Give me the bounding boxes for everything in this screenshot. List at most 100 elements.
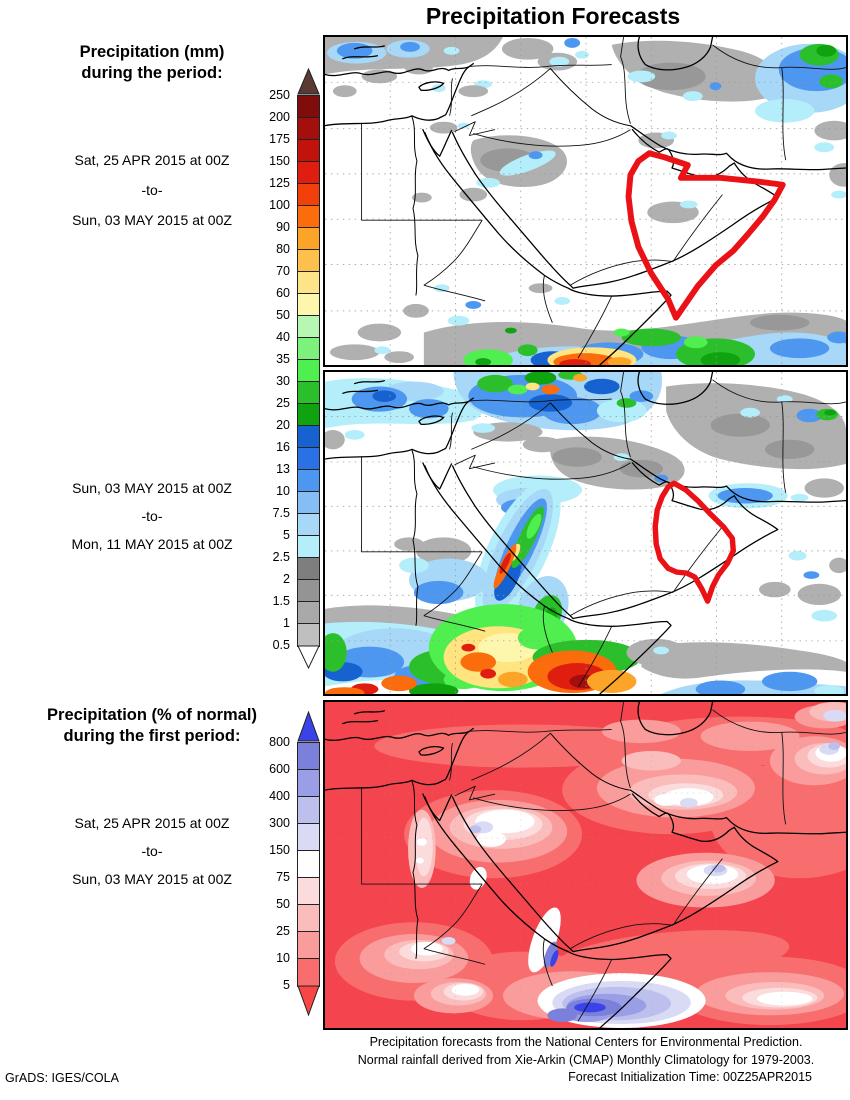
colorbar-mm-segment [298,580,319,602]
colorbar-mm-tick: 80 [276,242,290,256]
colorbar-mm-tick: 175 [269,132,290,146]
map-panel-period1-mm [323,35,848,367]
mm-heading-line1: Precipitation (mm) [79,43,225,61]
colorbar-percent-under-arrow [297,985,320,1016]
colorbar-mm-segment [298,558,319,580]
colorbar-percent-segment [298,959,319,986]
colorbar-mm-segment [298,602,319,624]
colorbar-mm-segment [298,448,319,470]
grads-credit: GrADS: IGES/COLA [5,1071,119,1085]
colorbar-percent-tick: 5 [283,977,290,992]
colorbar-percent-tick: 400 [269,788,290,803]
forecast-region-outline-map2 [652,480,737,604]
caption-line-2: Normal rainfall derived from Xie-Arkin (… [357,1052,815,1067]
colorbar-mm-tick: 0.5 [272,638,290,652]
page-title: Precipitation Forecasts [425,3,681,29]
colorbar-percent-segment [298,770,319,797]
colorbar-mm-labels: 250 200 175 150 125 100 90 80 70 60 50 4… [228,84,290,656]
colorbar-mm-tick: 100 [269,198,290,212]
colorbar-percent-segment [298,824,319,851]
colorbar-mm-segment [298,492,319,514]
period1-end-date: Sun, 03 MAY 2015 at 00Z [72,212,232,228]
colorbar-mm-segment [298,140,319,162]
colorbar-mm-segment [298,228,319,250]
colorbar-mm-tick: 16 [276,440,290,454]
colorbar-mm-tick: 5 [283,528,290,542]
colorbar-mm-segment [298,118,319,140]
colorbar-mm-segment [298,338,319,360]
colorbar-percent-tick: 50 [276,896,290,911]
colorbar-percent [297,742,320,987]
colorbar-mm-tick: 30 [276,374,290,388]
colorbar-percent-tick: 75 [276,869,290,884]
map-panel-percent-normal [323,700,848,1030]
colorbar-mm-tick: 25 [276,396,290,410]
colorbar-percent-segment [298,851,319,878]
period1-separator: -to- [141,182,163,198]
colorbar-mm-tick: 250 [269,88,290,102]
colorbar-mm-segment [298,426,319,448]
colorbar-mm-tick: 10 [276,484,290,498]
colorbar-mm-tick: 150 [269,154,290,168]
colorbar-mm-segment [298,514,319,536]
caption-line-1: Precipitation forecasts from the Nationa… [369,1035,803,1049]
period2-end-date: Mon, 11 MAY 2015 at 00Z [71,536,233,552]
colorbar-mm-segment [298,360,319,382]
precipitation-shading-layer-map2 [325,372,846,694]
colorbar-percent-segment [298,878,319,905]
colorbar-mm-tick: 2 [283,572,290,586]
colorbar-mm-tick: 20 [276,418,290,432]
colorbar-mm-segment [298,96,319,118]
colorbar-mm-tick: 70 [276,264,290,278]
caption-line-3: Forecast Initialization Time: 00Z25APR20… [568,1070,812,1084]
map-panel-period2-mm [323,370,848,696]
period2-separator: -to- [141,508,163,524]
colorbar-mm-tick: 125 [269,176,290,190]
colorbar-percent-segment [298,743,319,770]
colorbar-percent-segment [298,905,319,932]
percent-shading-layer-map3 [334,702,846,1028]
period1-start-date: Sat, 25 APR 2015 at 00Z [74,152,230,168]
percent-heading-line1: Precipitation (% of normal) [47,706,257,724]
colorbar-mm-segment [298,206,319,228]
colorbar-percent-tick: 300 [269,815,290,830]
period2-start-date: Sun, 03 MAY 2015 at 00Z [72,480,232,496]
colorbar-mm-tick: 90 [276,220,290,234]
colorbar-mm [297,95,320,647]
mm-heading-line2: during the period: [81,64,223,82]
colorbar-mm-under-arrow [297,645,320,669]
percent-period-end-date: Sun, 03 MAY 2015 at 00Z [72,871,232,887]
colorbar-mm-segment [298,624,319,646]
colorbar-mm-segment [298,536,319,558]
colorbar-mm-segment [298,470,319,492]
colorbar-mm-tick: 60 [276,286,290,300]
colorbar-mm-segment [298,272,319,294]
colorbar-percent-tick: 800 [269,734,290,749]
colorbar-mm-segment [298,294,319,316]
colorbar-mm-segment [298,316,319,338]
percent-heading-line2: during the first period: [63,727,241,745]
colorbar-percent-labels: 800 600 400 300 150 75 50 25 10 5 [228,728,290,998]
colorbar-mm-tick: 40 [276,330,290,344]
colorbar-mm-segment [298,382,319,404]
colorbar-mm-tick: 35 [276,352,290,366]
colorbar-mm-tick: 1.5 [272,594,290,608]
colorbar-percent-tick: 25 [276,923,290,938]
colorbar-mm-segment [298,162,319,184]
colorbar-mm-tick: 1 [283,616,290,630]
colorbar-mm-segment [298,404,319,426]
figure-caption: Precipitation forecasts from the Nationa… [330,1034,842,1087]
colorbar-mm-over-arrow [297,68,320,95]
colorbar-mm-tick: 13 [276,462,290,476]
colorbar-percent-tick: 10 [276,950,290,965]
colorbar-mm-tick: 200 [269,110,290,124]
colorbar-percent-tick: 150 [269,842,290,857]
colorbar-percent-over-arrow [297,711,320,742]
colorbar-percent-tick: 600 [269,761,290,776]
colorbar-percent-segment [298,932,319,959]
colorbar-mm-segment [298,250,319,272]
colorbar-percent-segment [298,797,319,824]
colorbar-mm-tick: 50 [276,308,290,322]
colorbar-mm-tick: 7.5 [272,506,290,520]
